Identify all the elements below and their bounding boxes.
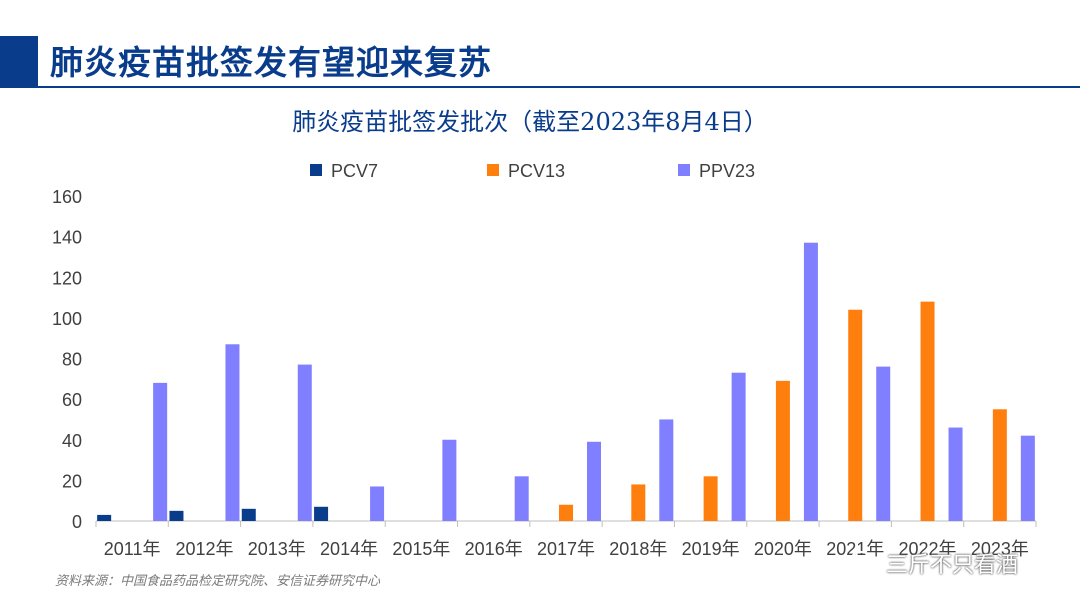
bar-ppv23 bbox=[225, 344, 240, 521]
x-tick-label: 2018年 bbox=[609, 539, 667, 559]
bar-ppv23 bbox=[1020, 435, 1035, 521]
bar-ppv23 bbox=[442, 439, 457, 521]
bar-ppv23 bbox=[803, 242, 818, 521]
x-tick-label: 2016年 bbox=[465, 539, 523, 559]
y-tick-label: 40 bbox=[62, 431, 82, 451]
bar-pcv13 bbox=[848, 309, 863, 521]
header-accent-bar bbox=[0, 36, 38, 86]
x-tick-label: 2021年 bbox=[826, 539, 884, 559]
bar-ppv23 bbox=[514, 476, 529, 521]
y-tick-label: 100 bbox=[52, 309, 82, 329]
bar-pcv13 bbox=[992, 409, 1007, 521]
chart-title: 肺炎疫苗批签发批次（截至2023年8月4日） bbox=[292, 108, 768, 136]
bar-pcv13 bbox=[559, 504, 573, 521]
y-tick-label: 160 bbox=[52, 187, 82, 207]
bar-pcv7 bbox=[97, 514, 112, 521]
x-tick-label: 2011年 bbox=[104, 539, 161, 559]
legend-label-ppv23: PPV23 bbox=[699, 161, 755, 181]
bar-pcv13 bbox=[703, 476, 718, 521]
y-tick-label: 60 bbox=[62, 390, 82, 410]
x-tick-label: 2014年 bbox=[320, 539, 378, 559]
y-tick-label: 140 bbox=[52, 228, 82, 248]
y-tick-label: 20 bbox=[62, 471, 82, 491]
legend-swatch-ppv23 bbox=[678, 164, 690, 176]
bar-ppv23 bbox=[659, 419, 674, 521]
legend-swatch-pcv13 bbox=[487, 164, 499, 176]
header-divider bbox=[0, 86, 1080, 88]
bar-pcv13 bbox=[775, 380, 790, 521]
bar-ppv23 bbox=[587, 441, 601, 521]
watermark-text: 三斤不只看酒 bbox=[886, 553, 1019, 578]
legend-label-pcv7: PCV7 bbox=[331, 161, 378, 181]
bar-ppv23 bbox=[731, 372, 746, 521]
bar-pcv7 bbox=[241, 508, 256, 521]
source-note: 资料来源：中国食品药品检定研究院、安信证券研究中心 bbox=[55, 574, 381, 589]
x-tick-label: 2015年 bbox=[392, 539, 450, 559]
bar-pcv13 bbox=[631, 484, 646, 521]
x-tick-label: 2019年 bbox=[682, 539, 740, 559]
y-tick-label: 80 bbox=[62, 350, 82, 370]
bar-pcv7 bbox=[314, 506, 329, 521]
bar-ppv23 bbox=[876, 366, 891, 521]
x-tick-label: 2017年 bbox=[537, 539, 595, 559]
bar-pcv13 bbox=[920, 301, 935, 521]
y-tick-label: 120 bbox=[52, 268, 82, 288]
bar-pcv7 bbox=[169, 510, 184, 521]
bar-ppv23 bbox=[948, 427, 963, 521]
legend-label-pcv13: PCV13 bbox=[508, 161, 565, 181]
bar-ppv23 bbox=[297, 364, 312, 521]
x-tick-label: 2013年 bbox=[248, 539, 306, 559]
x-tick-label: 2020年 bbox=[754, 539, 812, 559]
legend-swatch-pcv7 bbox=[310, 164, 322, 176]
slide-title: 肺炎疫苗批签发有望迎来复苏 bbox=[50, 43, 492, 82]
x-tick-label: 2023年 bbox=[971, 539, 1029, 559]
wechat-icon bbox=[850, 551, 879, 574]
y-tick-label: 0 bbox=[72, 512, 82, 532]
bar-ppv23 bbox=[370, 486, 385, 521]
x-tick-label: 2022年 bbox=[899, 539, 957, 559]
watermark: 三斤不只看酒 bbox=[850, 546, 1018, 580]
bar-ppv23 bbox=[153, 382, 168, 521]
x-tick-label: 2012年 bbox=[175, 539, 233, 559]
